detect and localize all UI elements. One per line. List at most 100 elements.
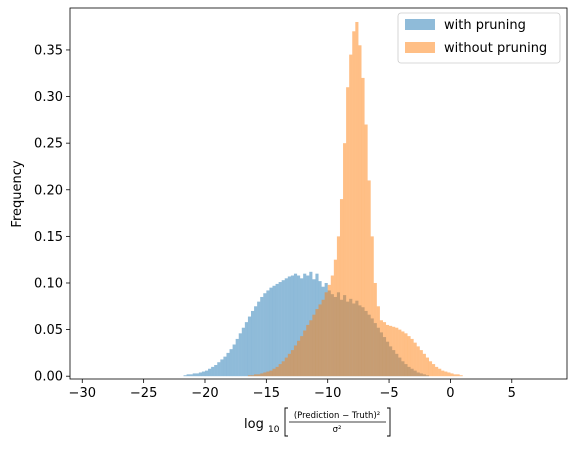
x-axis-label-numerator: (Prediction − Truth)² (294, 411, 380, 421)
histogram-bar-series-1 (251, 375, 255, 377)
histogram-bar-series-1 (263, 372, 267, 377)
histogram-bar-series-0 (220, 359, 224, 377)
histogram-bar-series-1 (385, 324, 390, 377)
histogram-bar-series-0 (269, 287, 273, 377)
histogram-bar-series-1 (401, 331, 405, 377)
histogram-bar-series-1 (419, 350, 423, 377)
histogram-bar-series-1 (382, 322, 387, 377)
histogram-bar-series-0 (263, 293, 267, 377)
y-tick-label: 0.20 (34, 183, 63, 198)
histogram-bar-series-1 (376, 306, 380, 377)
histogram-bar-series-1 (290, 350, 295, 377)
histogram-bar-series-1 (355, 21, 359, 377)
histogram-bar-series-1 (453, 374, 457, 377)
histogram-bar-series-0 (251, 310, 255, 377)
y-axis-label: Frequency (10, 160, 25, 227)
histogram-bar-series-0 (260, 296, 264, 377)
histogram-bar-series-0 (303, 273, 307, 377)
x-axis-label-denominator: σ² (333, 425, 342, 435)
histogram-bar-series-0 (192, 373, 196, 377)
histogram-bar-series-1 (321, 299, 325, 377)
histogram-bar-series-1 (300, 336, 304, 377)
x-axis-label-bracket-right (387, 407, 391, 437)
histogram-bar-series-1 (373, 282, 377, 377)
histogram-bar-series-0 (257, 301, 261, 377)
legend-swatch-with-pruning (405, 19, 435, 30)
histogram-bar-series-1 (367, 180, 371, 377)
histogram-bar-series-1 (254, 374, 258, 377)
histogram-bar-series-1 (422, 353, 426, 377)
y-tick-label: 0.10 (34, 276, 63, 291)
histogram-bar-series-1 (327, 284, 331, 377)
histogram-bar-series-1 (266, 371, 270, 377)
histogram-bar-series-1 (306, 324, 310, 377)
histogram-bar-series-1 (278, 364, 282, 377)
histogram-bar-series-1 (398, 329, 402, 377)
histogram-bar-series-0 (211, 366, 215, 377)
y-tick-label: 0.35 (34, 43, 63, 58)
histogram-bar-series-1 (456, 374, 460, 377)
histogram-bar-series-0 (214, 365, 218, 377)
histogram-bar-series-0 (204, 370, 209, 377)
histogram-bar-series-0 (223, 356, 227, 377)
histogram-bar-series-1 (324, 292, 328, 377)
x-tick-label: −20 (191, 386, 218, 401)
histogram-bar-series-1 (358, 45, 362, 377)
histogram-bar-series-1 (450, 373, 454, 377)
histogram-bar-series-1 (416, 346, 420, 377)
histogram-bar-series-1 (343, 143, 347, 377)
legend: with pruning without pruning (397, 12, 561, 64)
histogram-bar-series-1 (312, 314, 316, 377)
histogram-bar-series-1 (428, 361, 433, 377)
bars-layer (183, 21, 463, 377)
histogram-bar-series-1 (459, 375, 463, 377)
histogram-bar-series-1 (293, 345, 298, 377)
histogram-bar-series-0 (272, 285, 276, 377)
histogram-bar-series-1 (447, 372, 451, 377)
histogram-bar-series-1 (361, 77, 365, 377)
histogram-bar-series-1 (410, 338, 414, 377)
histogram-bar-series-0 (217, 362, 221, 377)
histogram-bar-series-1 (303, 330, 307, 377)
histogram-bar-series-0 (235, 338, 239, 377)
histogram-bar-series-1 (260, 373, 264, 377)
histogram-bar-series-0 (195, 373, 199, 377)
histogram-bar-series-0 (275, 283, 279, 377)
x-axis-label-log: log (244, 417, 264, 432)
histogram-bar-series-1 (287, 353, 291, 377)
x-axis-label: log 10 (Prediction − Truth)² σ² (244, 407, 391, 437)
legend-box (397, 12, 561, 64)
histogram-bar-series-1 (336, 236, 341, 377)
x-tick-label: −25 (130, 386, 157, 401)
histogram-bar-series-1 (435, 366, 439, 377)
x-tick-label: −30 (69, 386, 96, 401)
x-tick-label: −5 (379, 386, 398, 401)
histogram-bar-series-1 (407, 336, 411, 377)
legend-label-without-pruning: without pruning (444, 41, 547, 56)
x-tick-label: −15 (253, 386, 280, 401)
histogram-bar-series-1 (438, 368, 442, 377)
histogram-bar-series-0 (232, 344, 236, 377)
x-axis-label-base: 10 (268, 425, 280, 435)
legend-label-with-pruning: with pruning (444, 18, 526, 33)
histogram-bar-series-0 (198, 372, 202, 377)
histogram-bar-series-0 (266, 290, 270, 377)
histogram-bar-series-1 (441, 370, 445, 377)
histogram-bar-series-0 (293, 273, 298, 377)
histogram-bar-series-0 (300, 278, 304, 377)
ticks-layer: −30 −25 −20 −15 −10 −5 0 5 0.00 0.05 0.10 0.15 0.20 0… (34, 43, 516, 401)
x-tick-label: 0 (446, 386, 454, 401)
histogram-bar-series-0 (238, 333, 242, 377)
histogram-bar-series-1 (339, 199, 344, 377)
y-tick-label: 0.00 (34, 370, 63, 385)
histogram-bar-series-0 (244, 322, 248, 377)
y-tick-label: 0.30 (34, 90, 63, 105)
histogram-bar-series-1 (364, 124, 368, 377)
histogram-bar-series-0 (247, 316, 252, 377)
histogram-bar-series-0 (229, 349, 233, 377)
histogram-bar-series-0 (201, 371, 206, 377)
y-tick-label: 0.15 (34, 230, 63, 245)
histogram-bar-series-0 (297, 275, 301, 377)
histogram-bar-series-0 (208, 368, 212, 377)
